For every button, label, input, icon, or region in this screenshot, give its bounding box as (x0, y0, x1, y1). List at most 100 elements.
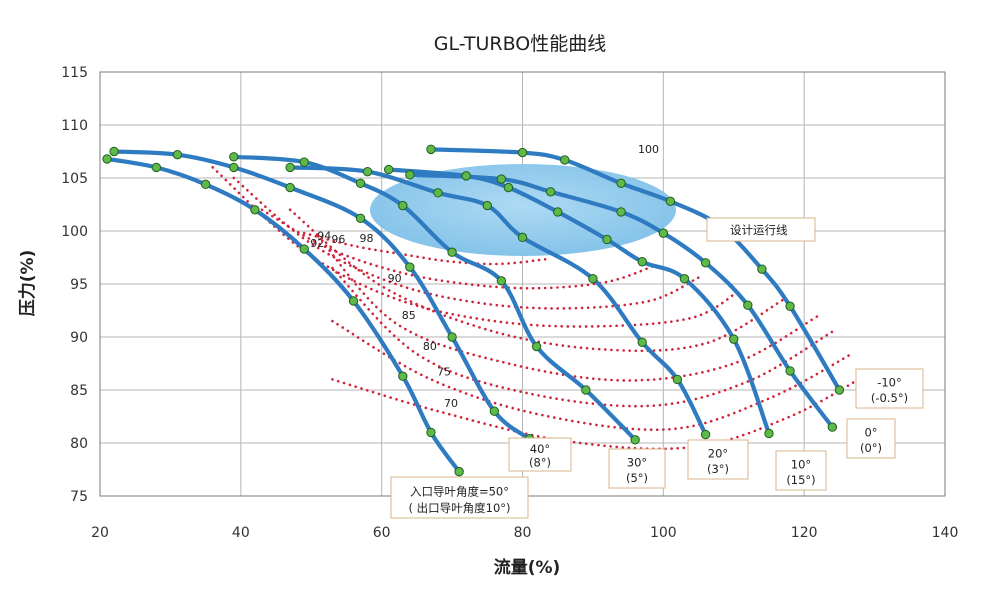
curve-marker (496, 174, 507, 184)
efficiency-label: 80 (423, 340, 437, 353)
efficiency-line (211, 166, 743, 328)
x-tick-label: 80 (514, 525, 532, 541)
x-tick-label: 100 (650, 525, 677, 541)
curve-marker (433, 188, 443, 198)
y-tick-label: 95 (70, 277, 88, 293)
curve-marker (299, 244, 309, 254)
curve-marker (517, 147, 528, 158)
curve-marker (250, 205, 260, 215)
curve-marker (637, 257, 647, 267)
curve-marker (553, 207, 563, 217)
x-tick-label: 120 (791, 525, 818, 541)
curve-marker (348, 296, 359, 306)
curve-marker (560, 155, 570, 165)
efficiency-line (331, 319, 855, 432)
curve-marker (405, 262, 415, 272)
curve-marker (827, 422, 838, 432)
curve-label: 30°(5°) (608, 448, 666, 489)
curve-marker (200, 179, 211, 190)
curve-marker (785, 366, 795, 376)
curve-marker (602, 234, 612, 245)
curve-marker (398, 200, 408, 211)
curve-label-line: 0° (864, 426, 877, 440)
design-operating-zone (370, 164, 676, 256)
y-axis-label: 压力(%) (17, 250, 38, 317)
curve-marker (285, 162, 295, 173)
curve-label: 10°(15°) (775, 450, 827, 491)
curve-marker (764, 428, 774, 439)
curve-label-line: (8°) (529, 455, 551, 469)
curve-label-line: 40° (530, 442, 550, 456)
curve-marker (630, 435, 640, 445)
curve-marker (757, 264, 767, 274)
efficiency-label: 75 (437, 365, 451, 378)
curve-label-line: (0°) (860, 441, 882, 455)
curve-marker (454, 466, 464, 477)
vane-curve (112, 149, 532, 441)
curve-marker (355, 178, 366, 189)
curve-label-line: (-0.5°) (871, 391, 908, 405)
curve-marker (503, 182, 514, 193)
efficiency-label: 90 (388, 272, 402, 285)
curve-marker (743, 300, 753, 310)
curve-marker (362, 166, 373, 177)
curve-label-line: (5°) (626, 471, 648, 485)
curve-label-line: 30° (627, 456, 647, 470)
curve-label-box (855, 368, 924, 409)
curve-marker (426, 144, 436, 155)
curve-label-line: (3°) (707, 462, 729, 476)
curve-marker (447, 332, 457, 342)
efficiency-line (331, 372, 869, 451)
y-tick-label: 105 (61, 171, 88, 187)
y-tick-label: 110 (61, 118, 88, 134)
curve-marker (482, 200, 492, 211)
curve-label-line: ( 出口导叶角度10°) (408, 501, 510, 515)
efficiency-label: 70 (444, 397, 458, 410)
curve-label-box (846, 418, 896, 459)
curve-marker (700, 429, 711, 440)
design-line-label-box: 设计运行线 (706, 217, 816, 242)
curve-marker (102, 154, 112, 164)
y-tick-label: 90 (70, 330, 88, 346)
curve-marker (285, 182, 295, 193)
curve-marker (616, 207, 626, 217)
efficiency-label: 92 (310, 237, 324, 250)
curve-marker (545, 187, 556, 197)
curve-marker (637, 337, 647, 347)
curve-label-box (608, 448, 666, 489)
curve-marker (834, 385, 845, 395)
curve-marker (229, 152, 239, 162)
curve-marker (172, 149, 183, 160)
curve-marker (355, 213, 366, 223)
curve-marker (489, 406, 500, 416)
y-tick-label: 115 (61, 65, 88, 81)
curve-marker (426, 427, 436, 438)
efficiency-label: 98 (360, 232, 374, 245)
x-axis-label: 流量(%) (494, 557, 561, 578)
curve-marker (447, 247, 457, 257)
curve-marker (729, 334, 739, 344)
curve-marker (672, 374, 683, 385)
curve-marker (665, 196, 676, 207)
y-tick-label: 80 (70, 436, 88, 452)
curve-marker (588, 274, 598, 284)
curve-label-line: 10° (791, 458, 811, 472)
curve-marker (581, 385, 591, 395)
curve-marker (405, 170, 415, 180)
curve-marker (398, 371, 408, 381)
curve-label-line: 入口导叶角度=50° (410, 484, 509, 498)
top-curve-label: 100 (638, 143, 659, 156)
curve-label-line: -10° (877, 376, 902, 390)
curve-label: 40°(8°) (508, 437, 572, 472)
chart-title: GL-TURBO性能曲线 (434, 33, 606, 55)
design-line-label: 设计运行线 (730, 223, 788, 237)
curve-label: 0°(0°) (846, 418, 896, 459)
curve-marker (461, 171, 471, 181)
curve-label-box (390, 476, 529, 519)
y-tick-label: 75 (70, 489, 88, 505)
curve-marker (109, 146, 119, 157)
curve-marker (531, 341, 542, 352)
